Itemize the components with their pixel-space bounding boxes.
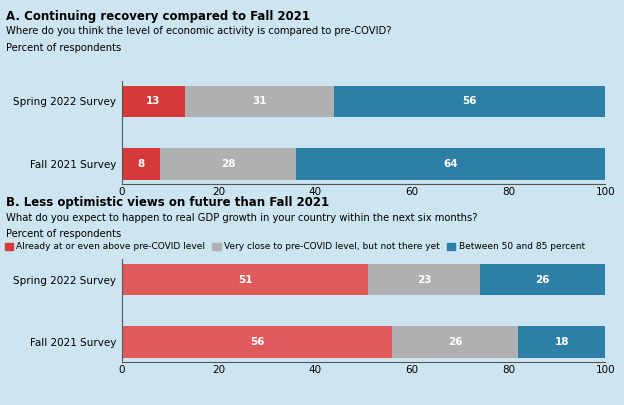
Bar bbox=[334, 86, 605, 117]
Text: 31: 31 bbox=[252, 96, 266, 107]
Text: 13: 13 bbox=[146, 96, 160, 107]
Text: 26: 26 bbox=[535, 275, 550, 285]
Text: 8: 8 bbox=[137, 159, 145, 169]
Text: 56: 56 bbox=[462, 96, 477, 107]
Bar bbox=[518, 326, 605, 358]
Text: Percent of respondents: Percent of respondents bbox=[6, 43, 122, 53]
Text: What do you expect to happen to real GDP growth in your country within the next : What do you expect to happen to real GDP… bbox=[6, 213, 478, 223]
Bar bbox=[392, 326, 518, 358]
Bar bbox=[479, 264, 605, 295]
Text: 28: 28 bbox=[221, 159, 235, 169]
Bar bbox=[122, 148, 160, 179]
Text: Where do you think the level of economic activity is compared to pre-COVID?: Where do you think the level of economic… bbox=[6, 26, 392, 36]
Bar bbox=[160, 148, 296, 179]
Legend: Already at or even above pre-COVID level, Very close to pre-COVID level, but not: Already at or even above pre-COVID level… bbox=[4, 243, 585, 252]
Text: 51: 51 bbox=[238, 275, 252, 285]
Text: 26: 26 bbox=[448, 337, 462, 347]
Bar bbox=[122, 326, 392, 358]
Bar bbox=[122, 86, 185, 117]
Text: 56: 56 bbox=[250, 337, 265, 347]
Bar bbox=[185, 86, 334, 117]
Text: Percent of respondents: Percent of respondents bbox=[6, 229, 122, 239]
Bar bbox=[368, 264, 479, 295]
Bar bbox=[296, 148, 605, 179]
Text: 64: 64 bbox=[443, 159, 458, 169]
Text: B. Less optimistic views on future than Fall 2021: B. Less optimistic views on future than … bbox=[6, 196, 329, 209]
Text: 23: 23 bbox=[417, 275, 431, 285]
Text: A. Continuing recovery compared to Fall 2021: A. Continuing recovery compared to Fall … bbox=[6, 10, 310, 23]
Bar bbox=[122, 264, 368, 295]
Text: 18: 18 bbox=[555, 337, 569, 347]
